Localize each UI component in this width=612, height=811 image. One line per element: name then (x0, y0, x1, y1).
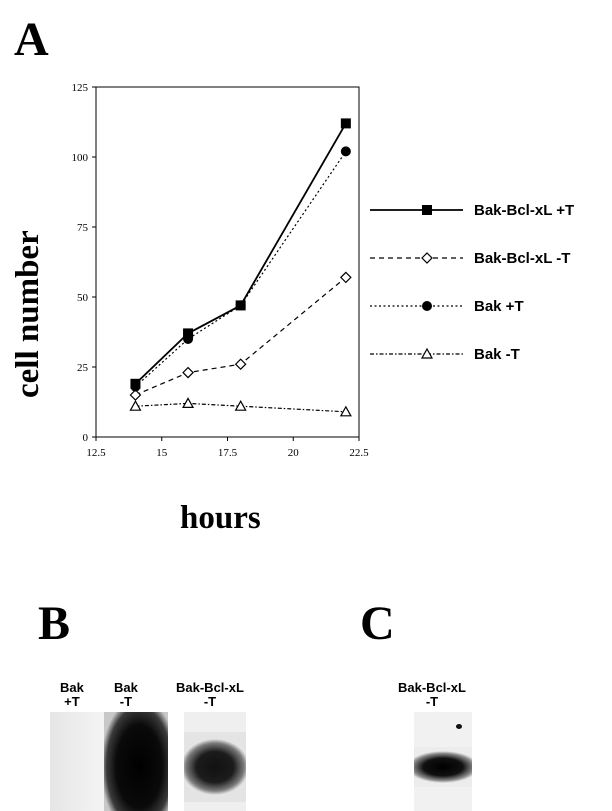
blot-b-lane2-label: Bak -T (114, 680, 138, 709)
series-2-point-1 (183, 334, 194, 344)
series-line-3 (135, 402, 346, 413)
x-tick-label-0: 12.5 (86, 447, 106, 459)
x-tick-label-2: 17.5 (218, 447, 238, 459)
legend-label-3: Bak -T (474, 346, 520, 363)
panel-b-label: B (38, 597, 71, 650)
series-1-point-1 (182, 366, 194, 379)
series-line-2 (135, 151, 347, 388)
x-tick-label-3: 20 (288, 447, 300, 459)
blot-b-lane1-label: Bak +T (60, 680, 84, 709)
series-2-point-2 (235, 300, 246, 311)
panel-c-label: C (360, 597, 395, 650)
x-axis-label: hours (180, 500, 261, 536)
series-1-point-2 (234, 358, 247, 371)
series-0-point-1 (183, 328, 194, 339)
series-3-point-2 (234, 399, 247, 411)
blot-c-lane1-label: Bak-Bcl-xL -T (398, 680, 466, 709)
blot-c-lane1-image (414, 712, 472, 811)
blot-b-lane3-image (184, 712, 246, 811)
series-3-point-3 (339, 405, 352, 417)
x-tick-label-4: 22.5 (349, 447, 369, 459)
legend-marker-2 (422, 301, 432, 311)
series-3-point-1 (182, 397, 195, 408)
y-tick-label-2: 50 (77, 292, 89, 304)
series-0-point-3 (340, 118, 351, 129)
panel-a-label: A (14, 13, 49, 66)
legend-marker-1 (421, 252, 433, 264)
series-line-1 (135, 276, 347, 396)
series-line-0 (134, 122, 347, 385)
y-tick-label-4: 100 (72, 152, 89, 164)
cell-number-chart: 12.5 15 17.5 20 22.5 0 25 50 75 100 125 Bak-Bcl-xL … (72, 82, 575, 459)
y-tick-label-0: 0 (83, 432, 89, 444)
series-2-point-3 (340, 146, 351, 157)
series-2-point-0 (130, 381, 141, 392)
legend-label-0: Bak-Bcl-xL +T (474, 202, 574, 219)
blot-b-lane3-label: Bak-Bcl-xL -T (176, 680, 244, 709)
y-tick-label-1: 25 (77, 362, 89, 374)
y-tick-label-3: 75 (77, 222, 89, 234)
series-1-point-3 (340, 271, 352, 284)
legend-marker-0 (422, 205, 432, 215)
legend-label-1: Bak-Bcl-xL -T (474, 250, 570, 267)
y-tick-label-5: 125 (72, 82, 89, 94)
blot-b-lane2-image (104, 712, 168, 811)
x-tick-label-1: 15 (156, 447, 168, 459)
y-axis-label: cell number (10, 230, 46, 398)
series-3-point-0 (129, 399, 142, 411)
legend-label-2: Bak +T (474, 298, 524, 315)
blot-b-lane1-image (50, 712, 105, 811)
legend-marker-3 (420, 347, 434, 359)
